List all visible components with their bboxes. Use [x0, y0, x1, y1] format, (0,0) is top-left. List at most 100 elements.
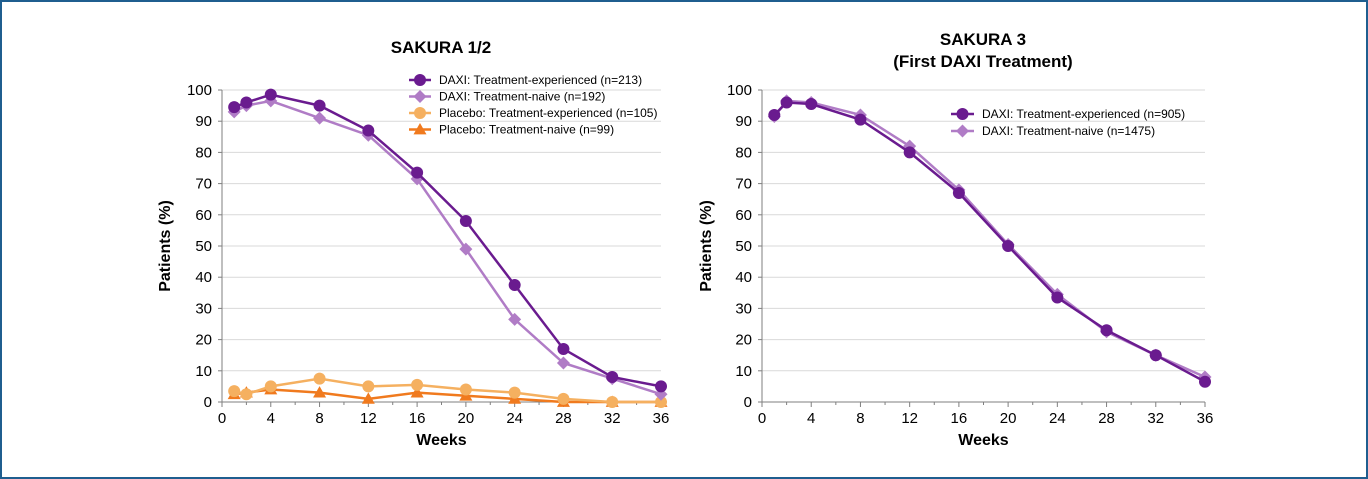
x-axis-label: Weeks: [416, 432, 467, 449]
data-point: [1100, 324, 1113, 337]
legend-entry: Placebo: Treatment-experienced (n=105): [439, 106, 657, 120]
legend: DAXI: Treatment-experienced (n=905) DAXI:…: [951, 107, 1185, 138]
data-point: [780, 96, 793, 109]
data-point: [508, 312, 522, 326]
data-point: [264, 88, 277, 101]
series-2: [227, 94, 668, 401]
y-tick-label: 20: [195, 332, 212, 349]
data-point: [459, 215, 472, 228]
data-point: [410, 386, 424, 398]
data-point: [313, 111, 327, 125]
y-tick-label: 30: [195, 300, 212, 317]
y-tick-label: 40: [195, 269, 212, 286]
data-point: [459, 383, 472, 396]
y-tick-label: 60: [735, 207, 752, 224]
series-line: [233, 93, 662, 388]
x-tick-label: 28: [1098, 410, 1115, 427]
y-tick-label: 30: [735, 300, 752, 317]
data-point: [240, 96, 253, 109]
y-tick-label: 50: [195, 238, 212, 255]
y-axis-label: Patients (%): [157, 200, 174, 292]
data-point: [1002, 240, 1015, 252]
series-1: [228, 88, 667, 393]
data-point: [854, 113, 867, 126]
data-point: [556, 356, 570, 370]
x-tick-label: 12: [901, 410, 918, 427]
data-point: [606, 396, 619, 408]
legend-entry: DAXI: Treatment-experienced (n=905): [982, 107, 1185, 121]
legend-swatch-marker: [413, 90, 427, 103]
legend-swatch-marker: [414, 74, 426, 86]
x-tick-label: 8: [315, 410, 323, 427]
x-axis-label: Weeks: [958, 432, 1009, 449]
data-point: [508, 279, 521, 291]
x-tick-label: 36: [653, 410, 670, 427]
x-tick-label: 32: [1147, 410, 1164, 427]
legend-swatch-marker: [414, 107, 426, 119]
x-tick-label: 4: [267, 410, 275, 427]
data-point: [805, 98, 818, 111]
y-tick-label: 100: [187, 82, 212, 99]
y-tick-label: 70: [735, 176, 752, 193]
data-point: [240, 388, 253, 401]
x-tick-label: 16: [951, 410, 968, 427]
x-tick-label: 8: [856, 410, 864, 427]
data-point: [362, 124, 375, 137]
data-point: [655, 380, 667, 393]
data-point: [1051, 291, 1064, 304]
y-tick-label: 0: [744, 394, 752, 411]
y-tick-label: 90: [735, 113, 752, 130]
x-tick-label: 12: [360, 410, 377, 427]
data-point: [903, 146, 916, 159]
legend-entry: Placebo: Treatment-naive (n=99): [439, 123, 614, 137]
legend-entry: DAXI: Treatment-experienced (n=213): [439, 73, 642, 87]
series-line: [773, 99, 1206, 379]
legend-swatch-marker: [956, 124, 969, 138]
y-tick-label: 70: [195, 176, 212, 193]
data-point: [1149, 349, 1162, 362]
y-tick-label: 80: [735, 144, 752, 161]
x-tick-label: 28: [555, 410, 572, 427]
chart-subtitle: (First DAXI Treatment): [893, 52, 1072, 71]
x-tick-label: 24: [506, 410, 523, 427]
legend-swatch-marker: [413, 123, 427, 135]
data-point: [264, 380, 277, 393]
x-tick-label: 36: [1197, 410, 1214, 427]
data-point: [228, 385, 241, 398]
data-point: [508, 386, 521, 399]
series-1: [768, 96, 1211, 388]
series-3: [228, 372, 667, 408]
data-point: [313, 99, 326, 112]
x-tick-label: 0: [218, 410, 226, 427]
y-tick-label: 90: [195, 113, 212, 130]
data-point: [411, 378, 424, 391]
data-point: [361, 392, 375, 404]
y-tick-label: 80: [195, 144, 212, 161]
x-tick-label: 0: [758, 410, 766, 427]
series-line: [233, 99, 662, 396]
chart-title: SAKURA 1/2: [391, 38, 491, 57]
data-point: [557, 342, 570, 355]
chart-1: SAKURA 1/2 0 4 8 12 16 20 24 28 32 36 0 10 20 30 40 50 60…: [157, 38, 669, 449]
legend: DAXI: Treatment-experienced (n=213) DAXI:…: [409, 73, 657, 137]
chart-2: SAKURA 3 (First DAXI Treatment) 0 4 8 12 16 20 2…: [698, 30, 1213, 449]
y-tick-label: 40: [735, 269, 752, 286]
chart-title: SAKURA 3: [940, 30, 1026, 49]
legend-swatch-marker: [956, 108, 969, 120]
data-point: [557, 392, 570, 405]
x-tick-label: 24: [1049, 410, 1066, 427]
y-tick-label: 0: [204, 394, 212, 411]
y-tick-label: 50: [735, 238, 752, 255]
x-tick-label: 32: [604, 410, 621, 427]
x-tick-label: 4: [807, 410, 815, 427]
y-tick-label: 10: [735, 363, 752, 380]
y-tick-label: 10: [195, 363, 212, 380]
data-point: [313, 386, 327, 398]
legend-entry: DAXI: Treatment-naive (n=1475): [982, 124, 1155, 138]
data-point: [459, 242, 473, 256]
data-point: [952, 186, 965, 199]
y-tick-label: 20: [735, 332, 752, 349]
x-tick-label: 20: [458, 410, 475, 427]
